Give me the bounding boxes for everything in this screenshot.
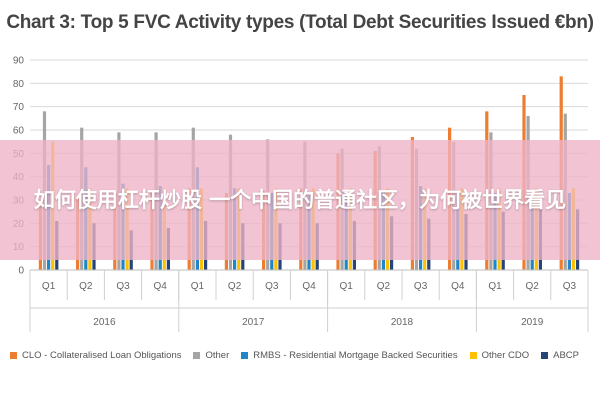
legend-swatch	[193, 352, 201, 359]
legend-label: CLO - Collateralised Loan Obligations	[22, 350, 182, 361]
y-tick-label: 60	[13, 126, 25, 137]
legend-label: ABCP	[553, 350, 579, 361]
x-tick-label: Q1	[340, 281, 354, 292]
x-tick-label: Q2	[79, 281, 93, 292]
x-tick-label: Q4	[302, 281, 316, 292]
watermark-banner: 如何使用杠杆炒股 一个中国的普通社区，为何被世界看见	[0, 140, 600, 260]
x-tick-label: Q1	[191, 281, 205, 292]
x-tick-label: Q3	[414, 281, 428, 292]
legend-item: ABCP	[541, 350, 579, 361]
x-tick-label: Q2	[377, 281, 391, 292]
x-tick-label: Q4	[154, 281, 168, 292]
legend-swatch	[469, 352, 477, 359]
x-tick-label: Q4	[451, 281, 465, 292]
year-label: 2019	[521, 317, 544, 328]
x-tick-label: Q3	[265, 281, 279, 292]
x-axis: Q1 Q2 Q3 Q4 Q1 Q2 Q3 Q4 Q1 Q2 Q3 Q4 Q1 Q2 Q3 2016 2017 20…	[29, 269, 589, 332]
y-tick-label: 80	[13, 79, 25, 90]
x-tick-label: Q3	[116, 281, 130, 292]
legend-swatch	[541, 352, 549, 359]
year-label: 2016	[93, 317, 116, 328]
legend-label: Other CDO	[481, 350, 530, 361]
chart-title: Chart 3: Top 5 FVC Activity types (Total…	[6, 12, 594, 33]
legend-swatch	[10, 352, 17, 359]
legend-label: RMBS - Residential Mortgage Backed Secur…	[253, 350, 458, 361]
year-label: 2018	[391, 317, 414, 328]
legend-item: CLO - Collateralised Loan Obligations	[10, 350, 181, 361]
legend-label: Other	[205, 350, 230, 361]
x-tick-label: Q1	[488, 281, 502, 292]
watermark-text: 如何使用杠杆炒股 一个中国的普通社区，为何被世界看见	[33, 188, 567, 212]
x-tick-label: Q3	[563, 281, 577, 292]
legend-item: Other CDO	[469, 350, 530, 361]
legend-swatch	[241, 352, 249, 359]
legend-item: RMBS - Residential Mortgage Backed Secur…	[241, 350, 458, 361]
y-tick-label: 70	[13, 102, 25, 113]
y-tick-label: 0	[18, 266, 24, 277]
x-tick-label: Q2	[228, 281, 242, 292]
y-tick-label: 90	[13, 56, 25, 67]
x-tick-label: Q1	[42, 281, 56, 292]
x-tick-label: Q2	[526, 281, 540, 292]
legend: CLO - Collateralised Loan Obligations Oth…	[10, 350, 600, 361]
legend-item: Other	[193, 350, 229, 361]
year-label: 2017	[242, 317, 265, 328]
